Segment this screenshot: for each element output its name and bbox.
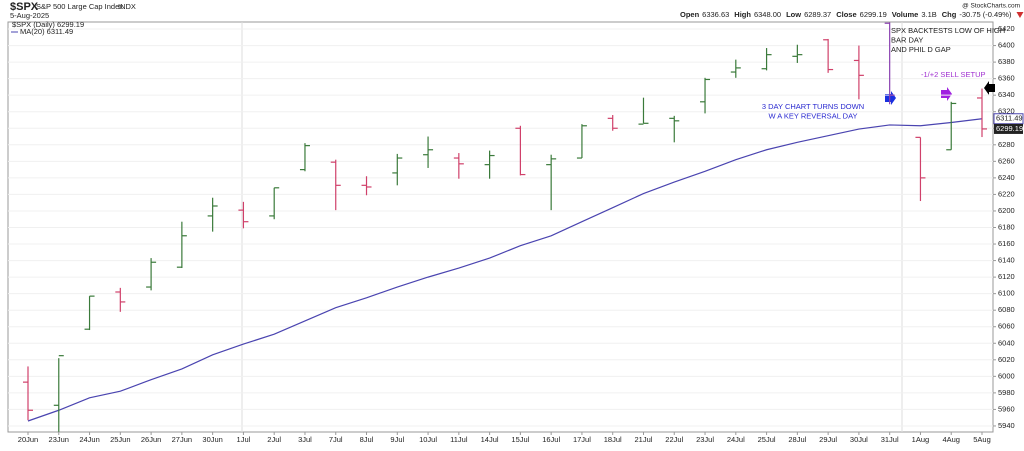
x-tick-label: 26Jun	[141, 435, 161, 444]
x-tick-label: 24Jul	[727, 435, 745, 444]
x-tick-label: 23Jul	[696, 435, 714, 444]
x-tick-label: 28Jul	[788, 435, 806, 444]
annotation: AND PHIL D GAP	[891, 45, 951, 54]
legend-ma: MA(20) 6311.49	[20, 27, 73, 36]
y-tick-label: 6420	[998, 24, 1015, 33]
annotation: 3 DAY CHART TURNS DOWN	[762, 102, 864, 111]
x-tick-label: 14Jul	[481, 435, 499, 444]
x-tick-label: 15Jul	[511, 435, 529, 444]
annotation: -1/+2 SELL SETUP	[921, 70, 986, 79]
y-tick-label: 6200	[998, 206, 1015, 215]
y-tick-label: 6320	[998, 107, 1015, 116]
date: 5-Aug-2025	[10, 11, 49, 20]
quote-label: Low	[786, 10, 801, 19]
x-tick-label: 25Jul	[758, 435, 776, 444]
y-tick-label: 5960	[998, 404, 1015, 413]
x-tick-label: 1Aug	[912, 435, 930, 444]
chart-subtitle: S&P 500 Large Cap Index	[36, 2, 123, 11]
annotation: SPX BACKTESTS LOW OF HIGH	[891, 26, 1005, 35]
y-tick-label: 6000	[998, 371, 1015, 380]
x-tick-label: 3Jul	[298, 435, 312, 444]
x-tick-label: 25Jun	[110, 435, 130, 444]
y-tick-label: 6380	[998, 57, 1015, 66]
y-tick-label: 6060	[998, 322, 1015, 331]
last-price-box	[994, 123, 1023, 134]
y-tick-label: 6240	[998, 173, 1015, 182]
x-tick-label: 18Jul	[604, 435, 622, 444]
x-tick-label: 23Jun	[49, 435, 69, 444]
x-tick-label: 8Jul	[360, 435, 374, 444]
quote-label: Chg	[942, 10, 957, 19]
last-ma-label: 6311.49	[996, 114, 1023, 123]
y-tick-label: 6180	[998, 222, 1015, 231]
last-price-label: 6299.19	[996, 124, 1023, 133]
quote-label: Open	[680, 10, 700, 19]
y-tick-label: 5980	[998, 388, 1015, 397]
quote-label: Volume	[892, 10, 919, 19]
y-tick-label: 6360	[998, 74, 1015, 83]
annotation: W A KEY REVERSAL DAY	[768, 111, 857, 120]
quote-value: 6348.00	[754, 10, 781, 19]
x-tick-label: 30Jun	[202, 435, 222, 444]
y-tick-label: 6020	[998, 355, 1015, 364]
x-tick-label: 16Jul	[542, 435, 560, 444]
x-tick-label: 2Jul	[267, 435, 281, 444]
y-tick-label: 6400	[998, 41, 1015, 50]
arrow	[984, 81, 995, 95]
x-tick-label: 31Jul	[881, 435, 899, 444]
x-tick-label: 29Jul	[819, 435, 837, 444]
quote-value: 3.1B	[921, 10, 936, 19]
x-tick-label: 24Jun	[79, 435, 99, 444]
quote-label: High	[734, 10, 751, 19]
y-tick-label: 6120	[998, 272, 1015, 281]
x-tick-label: 27Jun	[172, 435, 192, 444]
x-tick-label: 9Jul	[390, 435, 404, 444]
legend-price: $SPX (Daily) 6299.19	[12, 20, 84, 29]
x-tick-label: 22Jul	[665, 435, 683, 444]
x-tick-label: 21Jul	[635, 435, 653, 444]
x-tick-label: 10Jul	[419, 435, 437, 444]
annotation: BAR DAY	[891, 35, 923, 44]
quote-value: 6336.63	[702, 10, 729, 19]
y-tick-label: 6220	[998, 189, 1015, 198]
y-tick-label: 6080	[998, 305, 1015, 314]
x-tick-label: 30Jul	[850, 435, 868, 444]
x-tick-label: 7Jul	[329, 435, 343, 444]
y-tick-label: 6280	[998, 140, 1015, 149]
y-tick-label: 6100	[998, 289, 1015, 298]
x-tick-label: 5Aug	[973, 435, 991, 444]
x-tick-label: 20Jun	[18, 435, 38, 444]
y-tick-label: 6140	[998, 256, 1015, 265]
quote-value: 6299.19	[860, 10, 887, 19]
exchange: INDX	[118, 2, 136, 11]
ma-line	[27, 118, 983, 422]
arrow	[941, 87, 952, 101]
last-ma-box	[993, 113, 1024, 125]
y-tick-label: 6340	[998, 90, 1015, 99]
down-marker	[1016, 12, 1024, 18]
y-tick-label: 6040	[998, 338, 1015, 347]
y-tick-label: 6160	[998, 239, 1015, 248]
x-tick-label: 17Jul	[573, 435, 591, 444]
chart-title: $SPX	[10, 1, 39, 13]
x-tick-label: 4Aug	[942, 435, 960, 444]
y-tick-label: 5940	[998, 421, 1015, 430]
quote-value: 6289.37	[804, 10, 831, 19]
x-tick-label: 1Jul	[237, 435, 251, 444]
x-tick-label: 11Jul	[450, 435, 468, 444]
y-tick-label: 6260	[998, 156, 1015, 165]
quote-label: Close	[836, 10, 856, 19]
arrow	[885, 91, 896, 105]
quote-value: -30.75 (-0.49%)	[959, 10, 1012, 19]
credit: @ StockCharts.com	[962, 3, 1020, 10]
